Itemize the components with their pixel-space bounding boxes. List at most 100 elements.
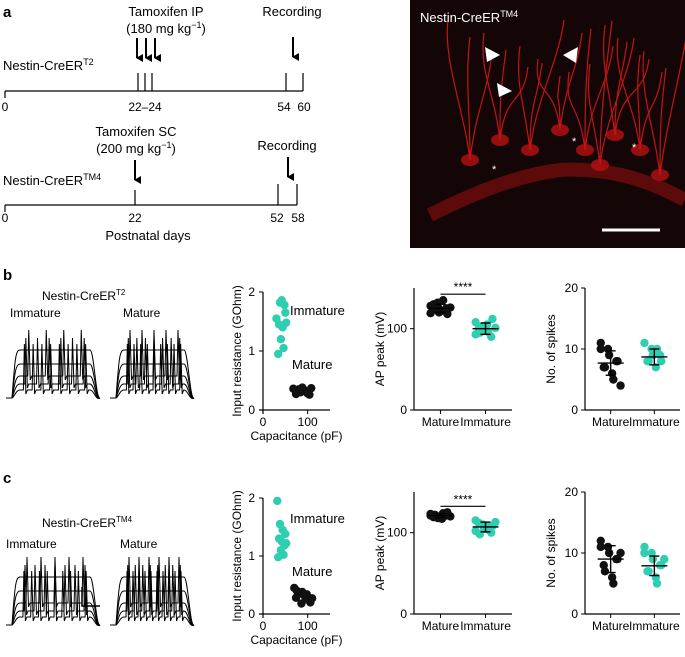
trace-label-immature: Immature	[10, 306, 61, 320]
data-point-immature	[491, 518, 499, 526]
y-axis-label: Input resistance (GOhm)	[230, 490, 244, 621]
trace-label-mature: Mature	[123, 306, 161, 320]
asterisk-marker: *	[572, 136, 577, 148]
tm4-injection-line2: (200 mg kg−1)	[96, 140, 176, 156]
t2-recording-label: Recording	[262, 4, 321, 19]
data-point-mature	[297, 599, 305, 607]
y-axis-label: Input resistance (GOhm)	[230, 285, 244, 416]
trace-line	[6, 571, 100, 626]
data-point-mature	[616, 549, 624, 557]
trace-label-mature: Mature	[120, 537, 158, 551]
data-point-immature	[644, 357, 652, 365]
data-point-mature	[613, 357, 621, 365]
panel-b-label: b	[3, 267, 12, 284]
data-point-immature	[277, 335, 285, 343]
x-tick-label: Mature	[422, 619, 460, 633]
data-point-mature	[601, 567, 609, 575]
data-point-mature	[426, 309, 434, 317]
y-tick-label: 0	[248, 403, 255, 417]
asterisk-marker: *	[632, 142, 637, 154]
y-tick-label: 100	[387, 526, 407, 540]
y-tick-label: 10	[565, 342, 579, 356]
x-tick-label: Immature	[629, 619, 680, 633]
panel-a-label: a	[3, 4, 12, 21]
data-point-immature	[282, 318, 290, 326]
x-tick-label: Immature	[629, 415, 680, 429]
chart-input-resistance: 0 1 2 0 100Capacitance (pF) Input resistance …	[230, 285, 345, 443]
series-label-mature: Mature	[292, 564, 332, 579]
panel-c-label: c	[3, 470, 11, 487]
significance-label: ****	[454, 280, 473, 294]
data-point-mature	[609, 579, 617, 587]
data-point-immature	[491, 324, 499, 332]
t2-injection-line2: (180 mg kg−1)	[126, 20, 206, 36]
x-tick-label: 100	[298, 619, 318, 633]
series-label-immature: Immature	[290, 303, 345, 318]
series-label-immature: Immature	[290, 511, 345, 526]
y-tick-label: 10	[565, 546, 579, 560]
data-point-mature	[597, 345, 605, 353]
x-tick-label: 100	[298, 415, 318, 429]
y-tick-label: 0	[248, 607, 255, 621]
panel-c: c Nestin-CreERTM4 Immature Mature 0120 10…	[3, 470, 680, 647]
data-point-mature	[597, 543, 605, 551]
x-axis-label: Capacitance (pF)	[250, 429, 342, 443]
tick-label: 0	[2, 211, 9, 225]
tick-label: 52	[270, 211, 284, 225]
timeline-tm4: Tamoxifen SC (200 mg kg−1) Recording Nes…	[2, 124, 317, 243]
data-point-mature	[446, 512, 454, 520]
trace-line	[110, 571, 194, 626]
y-tick-label: 1	[248, 344, 255, 358]
y-axis-label: No. of spikes	[544, 314, 558, 383]
y-tick-label: 0	[400, 403, 407, 417]
voltage-trace-immature	[6, 557, 100, 626]
data-point-immature	[640, 549, 648, 557]
x-tick-label: Mature	[592, 415, 630, 429]
data-point-mature	[601, 363, 609, 371]
microscopy-image: Nestin-CreERTM4 * * *	[410, 0, 685, 248]
data-point-mature	[605, 351, 613, 359]
tm4-line-label: Nestin-CreERTM4	[3, 172, 101, 188]
y-axis-label: AP peak (mV)	[373, 312, 387, 386]
y-tick-label: 2	[248, 285, 255, 299]
data-point-mature	[446, 303, 454, 311]
series-label-mature: Mature	[292, 357, 332, 372]
voltage-trace-mature	[110, 330, 194, 399]
tick-label: 58	[291, 211, 305, 225]
y-tick-label: 100	[387, 322, 407, 336]
chart-spikes: 0 10 20 No. of spikes Mature Immature	[544, 485, 680, 633]
data-point-immature	[644, 567, 652, 575]
data-point-immature	[640, 339, 648, 347]
x-axis-label: Capacitance (pF)	[250, 633, 342, 647]
tick-label: 22	[128, 211, 142, 225]
data-point-immature	[280, 301, 288, 309]
y-tick-label: 1	[248, 549, 255, 563]
panel-b: b Nestin-CreERT2 Immature Mature 0120 100…	[3, 267, 680, 443]
x-tick-label: Mature	[592, 619, 630, 633]
x-tick-label: 0	[260, 415, 267, 429]
panel-a: a Tamoxifen IP (180 mg kg−1) Recording N…	[2, 0, 685, 248]
data-point-mature	[616, 381, 624, 389]
x-tick-label: Immature	[460, 415, 511, 429]
data-point-immature	[279, 344, 287, 352]
trace-line	[6, 344, 100, 399]
asterisk-marker: *	[492, 164, 497, 176]
tick-label: 0	[2, 100, 9, 114]
data-point-mature	[295, 385, 303, 393]
data-point-mature	[305, 390, 313, 398]
y-tick-label: 0	[400, 607, 407, 621]
y-tick-label: 0	[571, 403, 578, 417]
data-point-immature	[653, 579, 661, 587]
chart-ap-peak: 0100AP peak (mV)Mature Immature****	[373, 492, 512, 633]
y-tick-label: 20	[565, 281, 579, 295]
trace-title: Nestin-CreERTM4	[42, 515, 133, 530]
y-axis-label: AP peak (mV)	[373, 516, 387, 590]
data-point-mature	[609, 375, 617, 383]
voltage-trace-mature	[110, 557, 194, 626]
y-axis-label: No. of spikes	[544, 518, 558, 587]
significance-label: ****	[454, 492, 473, 506]
data-point-immature	[474, 519, 482, 527]
t2-injection-line1: Tamoxifen IP	[128, 4, 203, 19]
x-tick-label: Mature	[422, 415, 460, 429]
